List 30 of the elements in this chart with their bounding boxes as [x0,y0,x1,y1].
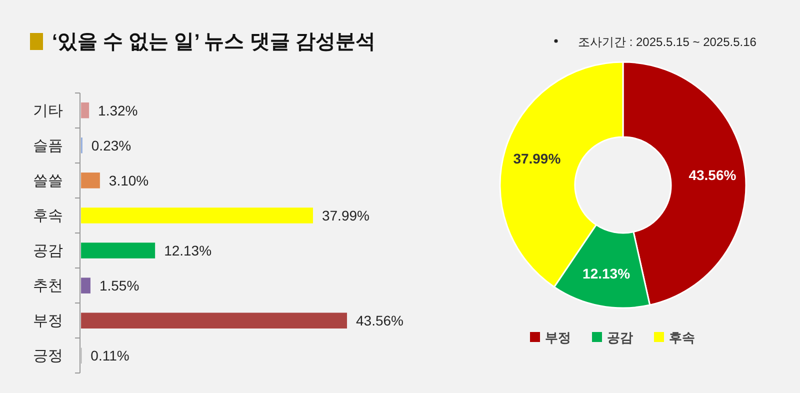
text: 조사기간 : 2025.5.15 ~ 2025.5.16 [578,35,757,49]
data-label: 0.23% [91,137,132,154]
bar [81,102,90,118]
data-label: 12.13% [582,265,631,282]
y-tick-label: 쓸쓸 [33,172,63,190]
y-tick-label: 부정 [33,312,63,330]
bar [81,208,313,224]
y-tick-label: 추천 [33,278,63,295]
bar [81,172,100,188]
y-tick-label: 기타 [33,102,63,120]
y-tick-label: 공감 [33,242,63,260]
data-label: 43.56% [688,167,737,184]
data-label: 37.99% [513,150,562,167]
legend-label: 부정 [545,330,571,345]
data-label: 3.10% [108,172,149,188]
legend-label: 후속 [669,330,695,345]
data-label: 37.99% [322,207,370,224]
y-tick-label: 후속 [33,207,63,224]
data-label: 1.32% [98,102,138,118]
chart-title: ‘있을 수 없는 일’ 뉴스 댓글 감성분석 [52,31,376,53]
data-label: 1.55% [99,278,140,294]
bar [81,312,347,328]
legend-label: 공감 [607,330,633,345]
data-label: 12.13% [164,242,212,259]
bar [81,278,90,294]
y-tick-label: 슬픔 [33,137,63,154]
data-label: 43.56% [356,312,404,329]
data-label: 0.11% [90,348,130,364]
y-tick-label: 긍정 [33,348,63,365]
bar [81,242,156,258]
